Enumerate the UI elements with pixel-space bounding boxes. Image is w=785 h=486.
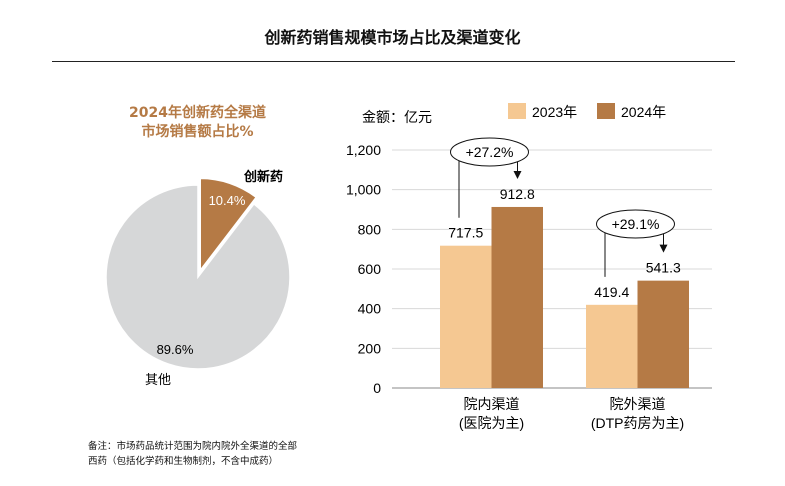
title-divider [52, 61, 735, 62]
y-tick-label: 1,200 [346, 142, 381, 158]
x-tick-label: 院外渠道 [610, 396, 666, 412]
legend-swatch [508, 103, 526, 119]
growth-annotation: +29.1% [612, 216, 660, 232]
pie-slice-other [105, 184, 291, 370]
bar [491, 206, 543, 388]
annotation-ellipse [596, 209, 675, 239]
data-label: 541.3 [646, 260, 681, 276]
data-label: 419.4 [594, 284, 629, 300]
pie-title: 2024年创新药全渠道 市场销售额占比% [90, 104, 305, 142]
y-tick-label: 800 [358, 221, 382, 237]
pie-label-other-name: 其他 [145, 372, 171, 387]
pie-label-innovative-value: 10.4% [209, 193, 246, 208]
pie-title-line2: 市场销售额占比% [141, 124, 254, 140]
page-title: 创新药销售规模市场占比及渠道变化 [264, 28, 521, 47]
bar [440, 245, 492, 388]
growth-annotation: +27.2% [466, 144, 514, 160]
pie-label-other-value: 89.6% [157, 342, 194, 357]
annotation-arrowhead [659, 244, 668, 253]
y-tick-label: 200 [358, 340, 382, 356]
y-axis-label: 金额：亿元 [362, 109, 432, 125]
data-label: 717.5 [448, 225, 483, 241]
y-tick-label: 1,000 [346, 182, 381, 198]
data-label: 912.8 [500, 186, 535, 202]
footnote: 备注：市场药品统计范围为院内院外全渠道的全部 西药（包括化学药和生物制剂，不含中成… [88, 439, 358, 469]
y-tick-label: 0 [373, 380, 381, 396]
y-tick-label: 400 [358, 301, 382, 317]
y-tick-label: 600 [358, 261, 382, 277]
pie-slice-innovative [199, 177, 258, 273]
annotation-arrowhead [513, 170, 522, 179]
footnote-line1: 备注：市场药品统计范围为院内院外全渠道的全部 [88, 441, 298, 452]
bar [586, 304, 638, 388]
bar [637, 280, 689, 388]
annotation-ellipse [450, 137, 529, 167]
pie-title-line1: 2024年创新药全渠道 [129, 105, 266, 121]
x-tick-label: (DTP药房为主) [591, 415, 684, 431]
legend-label: 2024年 [621, 104, 666, 120]
x-tick-label: (医院为主) [459, 415, 524, 431]
x-tick-label: 院内渠道 [464, 396, 520, 412]
pie-label-innovative-name: 创新药 [243, 169, 283, 184]
legend-swatch [597, 103, 615, 119]
footnote-line2: 西药（包括化学药和生物制剂，不含中成药） [88, 456, 279, 467]
legend-label: 2023年 [532, 104, 577, 120]
